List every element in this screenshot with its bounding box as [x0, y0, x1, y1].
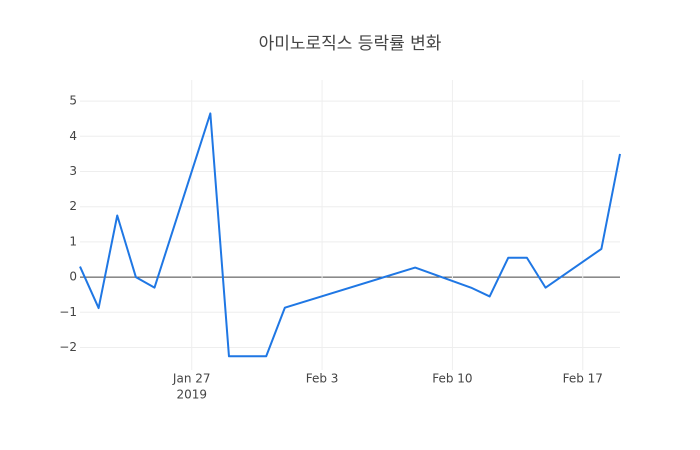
y-tick-label: 1	[69, 234, 77, 248]
y-tick-label: 2	[69, 199, 77, 213]
y-tick-label: 5	[69, 94, 77, 108]
line	[79, 112, 621, 358]
x-tick-label: Feb 3	[306, 372, 339, 386]
x-tick-label: Jan 27	[172, 372, 211, 386]
x-year-label: 2019	[176, 388, 207, 402]
y-tick-label: 0	[69, 270, 77, 284]
chart-title: 아미노로직스 등락률 변화	[259, 34, 442, 54]
y-tick-label: −2	[59, 340, 77, 354]
y-tick-label: 3	[69, 164, 77, 178]
x-tick-label: Feb 10	[432, 372, 472, 386]
y-tick-label: 4	[69, 129, 77, 143]
x-tick-label: Feb 17	[563, 372, 603, 386]
y-tick-label: −1	[59, 305, 77, 319]
